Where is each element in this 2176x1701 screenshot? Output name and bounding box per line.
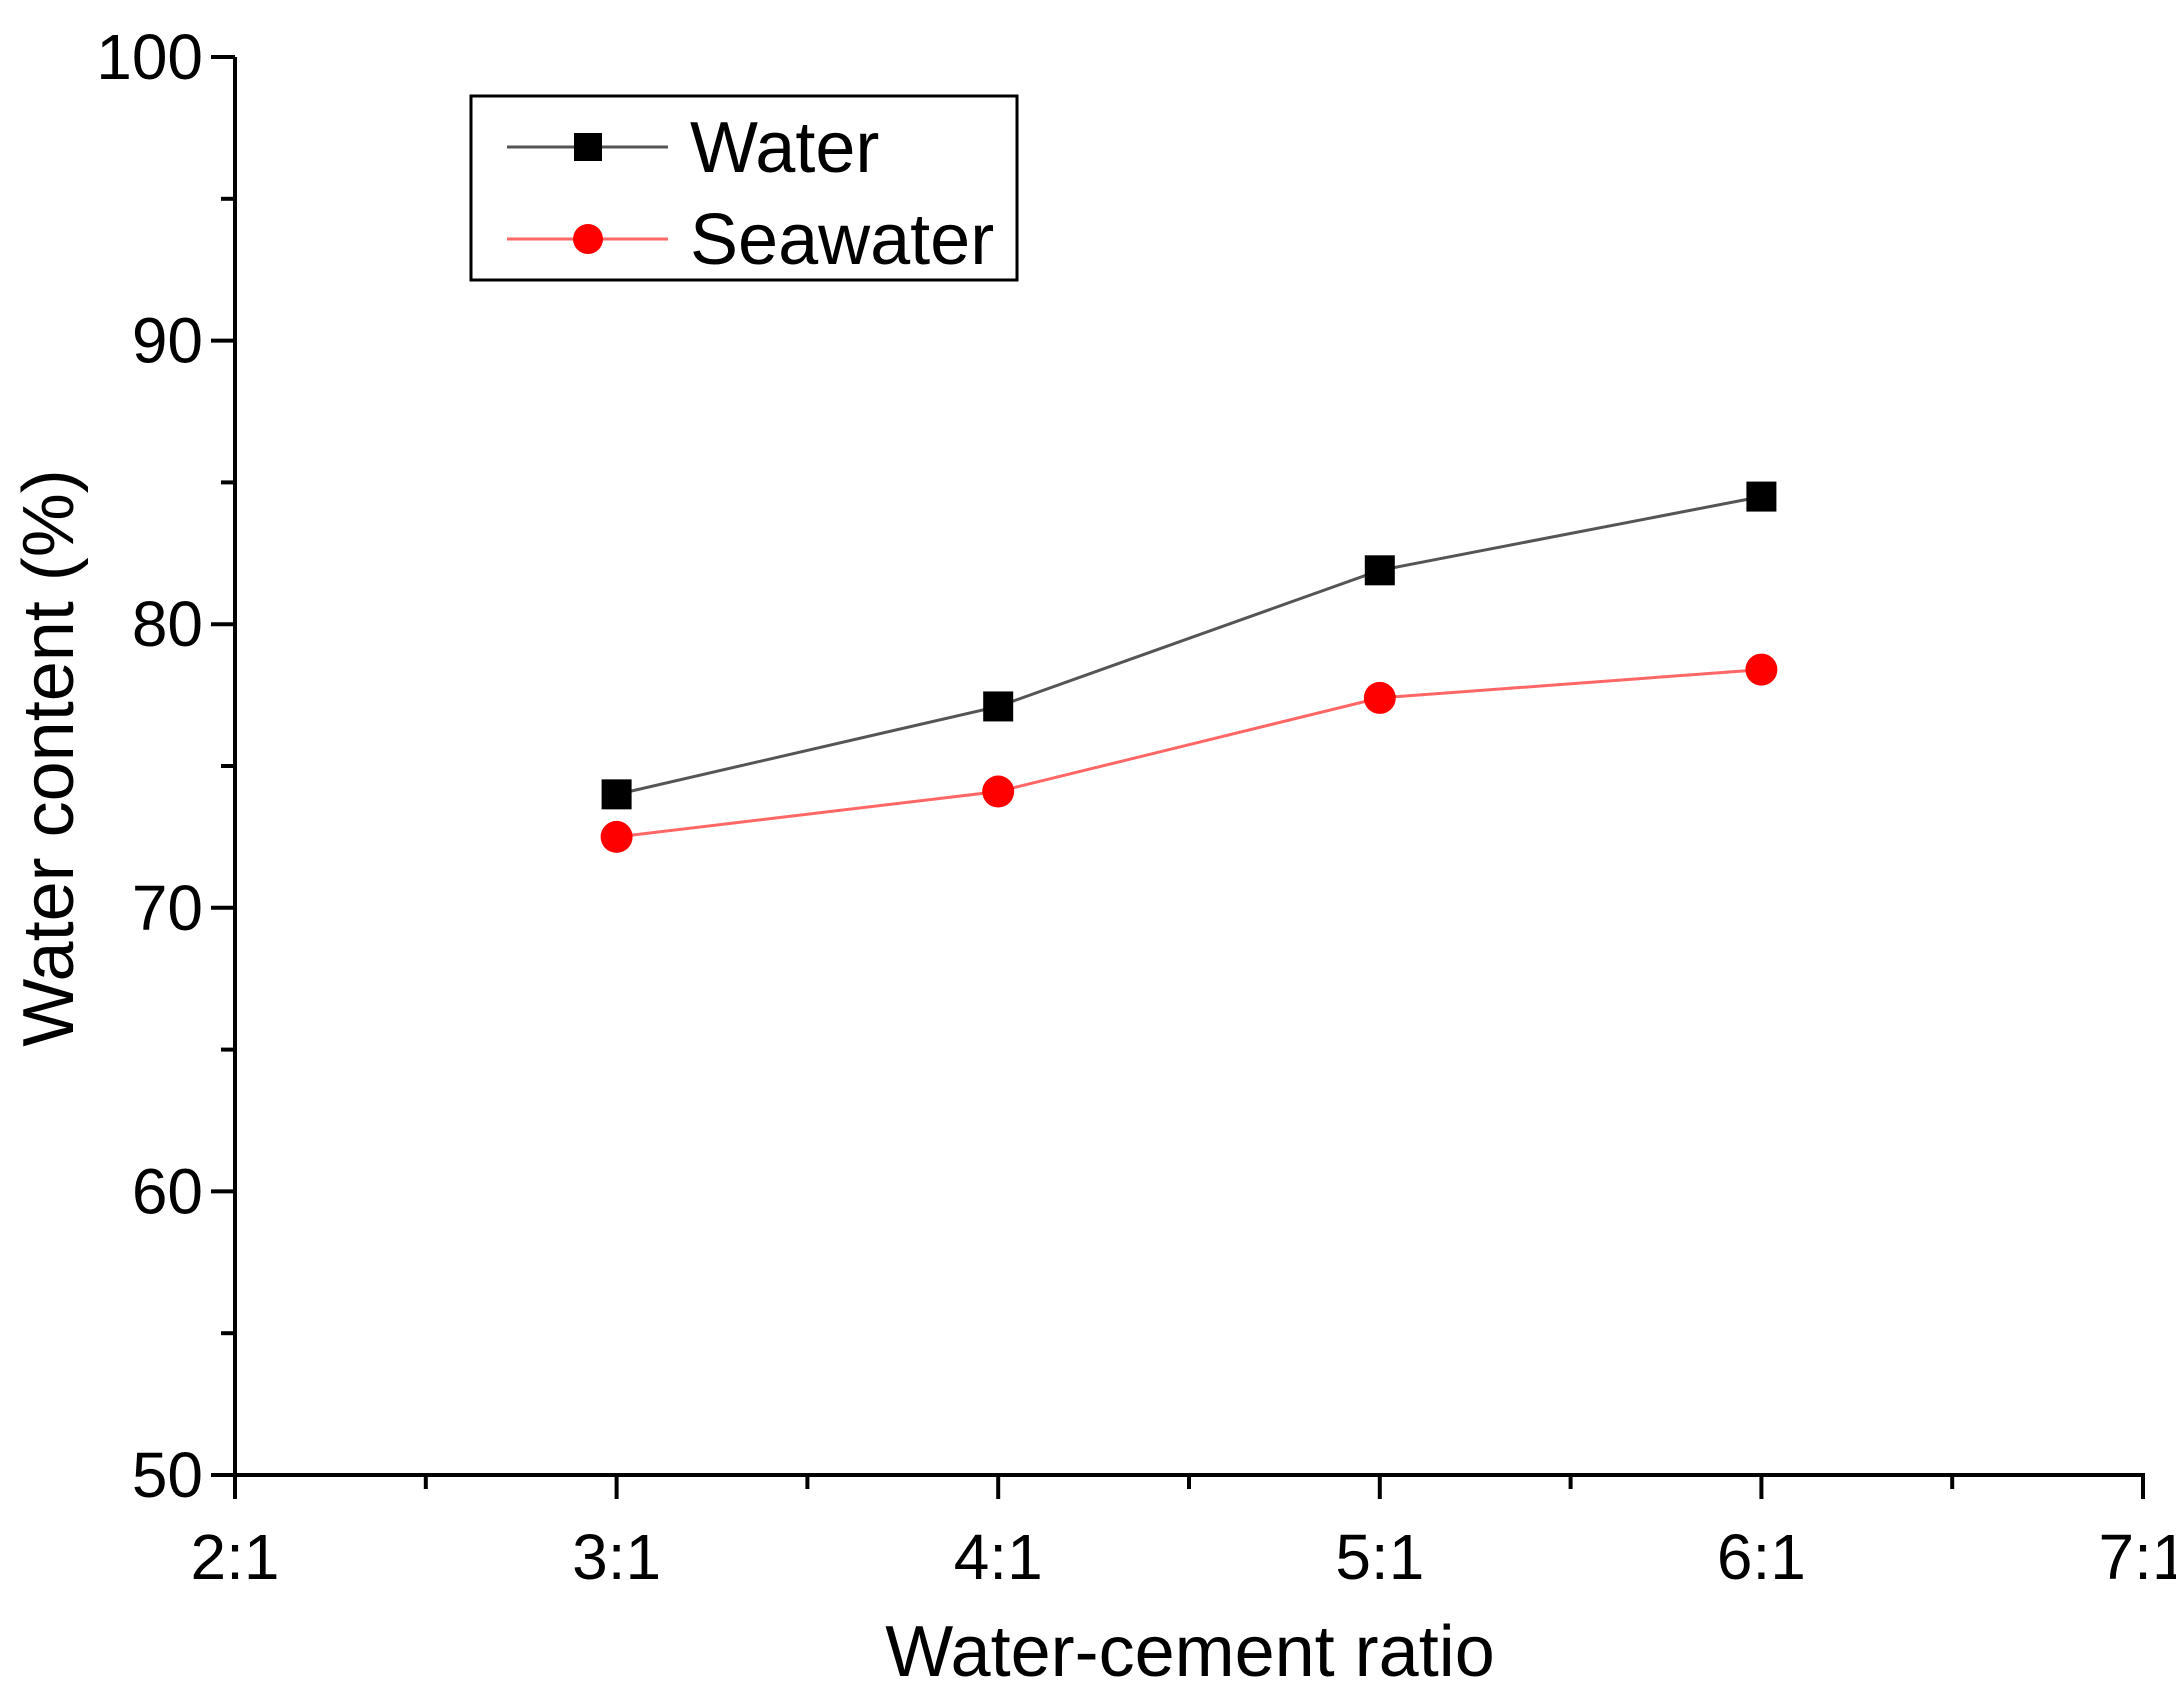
- axes: 50 60 70 80 90 100 2:1 3:1 4:1 5:1 6:1 7:1: [96, 21, 2176, 1593]
- y-tick-label: 100: [96, 21, 203, 93]
- series-line-seawater: [616, 668, 1762, 839]
- legend-marker-water: [574, 133, 602, 161]
- legend-marker-seawater: [573, 224, 603, 254]
- y-axis-title: Water content (%): [9, 469, 89, 1047]
- data-point-water: [601, 779, 632, 810]
- x-tick-label: 6:1: [1717, 1521, 1806, 1593]
- x-tick-label: 4:1: [954, 1521, 1043, 1593]
- x-tick-label: 5:1: [1335, 1521, 1424, 1593]
- data-point-water: [1746, 481, 1777, 512]
- x-tick-label: 7:1: [2099, 1521, 2176, 1593]
- y-tick-label: 50: [132, 1439, 203, 1511]
- series-line-water: [616, 495, 1762, 796]
- x-tick-label: 3:1: [572, 1521, 661, 1593]
- y-tick-label: 80: [132, 588, 203, 660]
- x-tick-label: 2:1: [191, 1521, 280, 1593]
- y-tick-label: 90: [132, 305, 203, 377]
- legend: Water Seawater: [469, 94, 1019, 282]
- data-point-seawater: [600, 820, 633, 853]
- series-layer: [600, 481, 1778, 853]
- x-axis-title: Water-cement ratio: [885, 1612, 1495, 1692]
- legend-box: [469, 94, 1019, 282]
- data-point-water: [983, 691, 1014, 722]
- data-point-seawater: [1363, 681, 1396, 714]
- legend-label-water: Water: [690, 108, 879, 188]
- y-tick-label: 70: [132, 872, 203, 944]
- data-point-seawater: [1745, 653, 1778, 686]
- legend-label-seawater: Seawater: [690, 200, 994, 280]
- y-tick-label: 60: [132, 1155, 203, 1227]
- data-point-seawater: [982, 775, 1015, 808]
- data-point-water: [1364, 555, 1395, 586]
